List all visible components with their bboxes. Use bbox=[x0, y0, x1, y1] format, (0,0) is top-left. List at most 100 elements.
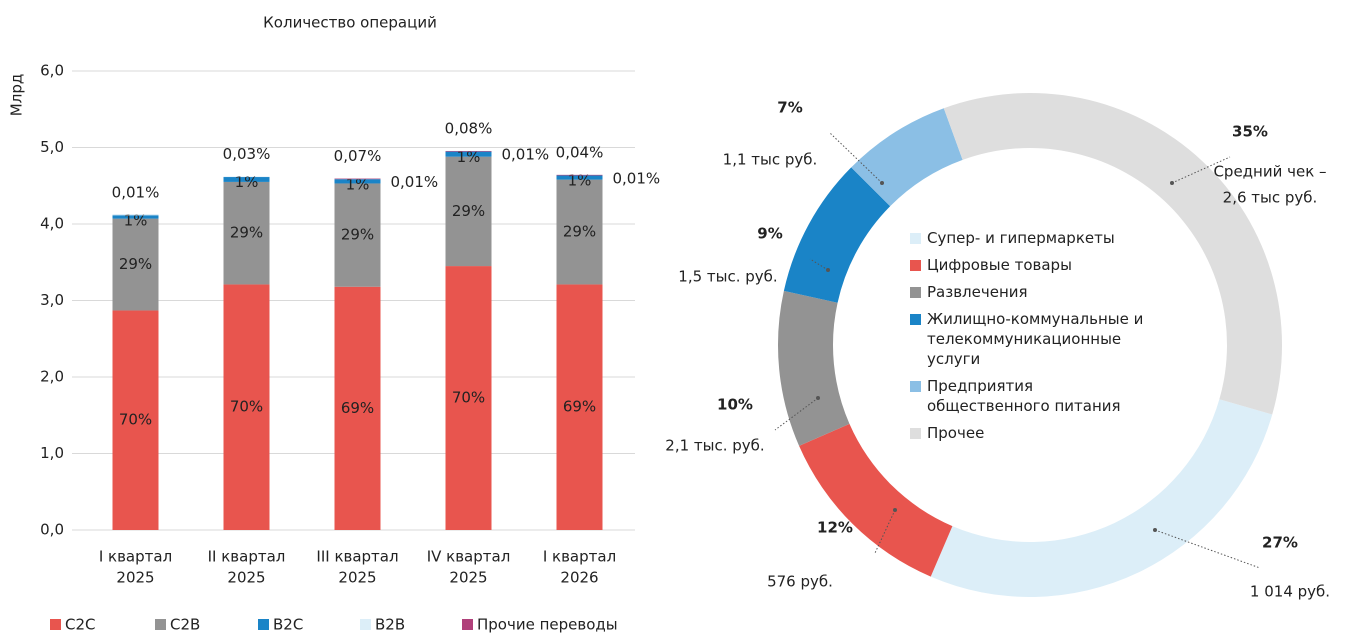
data-label: 70% bbox=[230, 398, 263, 416]
segment-note: 1,5 тыс. руб. bbox=[678, 268, 777, 286]
leader-dot bbox=[880, 181, 884, 185]
bar-segment bbox=[556, 174, 603, 176]
leader-line bbox=[1154, 529, 1261, 569]
x-tick-label: 2025 bbox=[338, 569, 376, 587]
x-tick-label: I квартал bbox=[99, 548, 172, 566]
legend-label: C2B bbox=[170, 616, 200, 634]
y-tick-label: 3,0 bbox=[40, 291, 64, 309]
bar-segment bbox=[334, 183, 381, 287]
legend-swatch bbox=[462, 619, 473, 630]
legend-swatch bbox=[50, 619, 61, 630]
bar-segment bbox=[112, 310, 159, 530]
legend-label: Супер- и гипермаркеты bbox=[927, 229, 1115, 247]
data-label: 0,04% bbox=[556, 143, 604, 161]
x-tick-label: IV квартал bbox=[427, 548, 511, 566]
data-label: 1% bbox=[568, 172, 592, 190]
x-tick-label: I квартал bbox=[543, 548, 616, 566]
data-label: 69% bbox=[341, 399, 374, 417]
segment-note: 1,1 тыс руб. bbox=[723, 151, 818, 169]
leader-dot bbox=[826, 268, 830, 272]
legend-label: Предприятия общественного питания bbox=[927, 377, 1121, 415]
data-label: 29% bbox=[563, 223, 596, 241]
donut-segment bbox=[783, 167, 891, 303]
segment-note: 2,1 тыс. руб. bbox=[665, 437, 764, 455]
segment-note: Средний чек – bbox=[1213, 163, 1326, 181]
bar-segment bbox=[334, 178, 381, 180]
data-label: 1% bbox=[346, 175, 370, 193]
data-label: 0,01% bbox=[112, 183, 160, 201]
donut-segment bbox=[943, 92, 1282, 415]
legend-label: Цифровые товары bbox=[927, 256, 1072, 274]
bar-segment bbox=[112, 214, 159, 219]
bar-segment bbox=[556, 175, 603, 180]
y-axis-label: Млрд bbox=[8, 74, 26, 116]
legend-item: Предприятия общественного питания bbox=[910, 376, 1145, 416]
donut-legend: Супер- и гипермаркеты Цифровые товары Разв… bbox=[910, 228, 1145, 450]
legend-label: C2C bbox=[65, 616, 96, 634]
legend-swatch bbox=[258, 619, 269, 630]
legend-swatch bbox=[910, 260, 921, 271]
legend-swatch bbox=[910, 381, 921, 392]
segment-note: 2,6 тыс руб. bbox=[1223, 189, 1318, 207]
segment-percent: 35% bbox=[1232, 123, 1268, 141]
data-label: 1% bbox=[235, 173, 259, 191]
segment-percent: 10% bbox=[717, 396, 753, 414]
leader-dot bbox=[1170, 181, 1174, 185]
legend-swatch bbox=[910, 287, 921, 298]
legend-swatch bbox=[910, 314, 921, 325]
data-label: 70% bbox=[452, 389, 485, 407]
bar-segment bbox=[223, 176, 270, 182]
legend-label: Жилищно-коммунальные и телекоммуникацион… bbox=[927, 310, 1144, 368]
bar-segment bbox=[112, 218, 159, 311]
bar-segment bbox=[334, 178, 381, 184]
data-label: 0,07% bbox=[334, 147, 382, 165]
x-tick-label: 2026 bbox=[560, 569, 598, 587]
bar-segment bbox=[223, 284, 270, 530]
data-label: 29% bbox=[230, 224, 263, 242]
leader-line bbox=[809, 258, 829, 271]
bar-segment bbox=[445, 156, 492, 267]
donut-segment bbox=[799, 423, 953, 577]
leader-line bbox=[1171, 156, 1231, 184]
bar-segment bbox=[445, 151, 492, 157]
data-label: 29% bbox=[452, 202, 485, 220]
chart-title: Количество операций bbox=[263, 14, 437, 32]
segment-note: 576 руб. bbox=[767, 573, 833, 591]
bar-segment bbox=[223, 181, 270, 285]
data-label: 0,01% bbox=[613, 169, 661, 187]
data-label: 0,01% bbox=[391, 173, 439, 191]
segment-percent: 7% bbox=[777, 99, 802, 117]
legend-label: Прочее bbox=[927, 424, 985, 442]
y-tick-label: 1,0 bbox=[40, 444, 64, 462]
legend-item: Развлечения bbox=[910, 282, 1145, 302]
x-tick-label: 2025 bbox=[449, 569, 487, 587]
data-label: 0,01% bbox=[502, 145, 550, 163]
legend-item: Цифровые товары bbox=[910, 255, 1145, 275]
x-tick-label: II квартал bbox=[208, 548, 286, 566]
x-tick-label: 2025 bbox=[116, 569, 154, 587]
data-label: 1% bbox=[124, 211, 148, 229]
data-label: 29% bbox=[341, 226, 374, 244]
legend-swatch bbox=[910, 428, 921, 439]
leader-dot bbox=[816, 396, 820, 400]
bar-segment bbox=[445, 266, 492, 530]
data-label: 70% bbox=[119, 411, 152, 429]
y-tick-label: 6,0 bbox=[40, 62, 64, 80]
legend-label: Развлечения bbox=[927, 283, 1028, 301]
data-label: 69% bbox=[563, 398, 596, 416]
legend-swatch bbox=[360, 619, 371, 630]
segment-note: 1 014 руб. bbox=[1250, 583, 1330, 601]
bar-segment bbox=[556, 284, 603, 530]
data-label: 0,08% bbox=[445, 120, 493, 138]
legend-item: Прочее bbox=[910, 423, 1145, 443]
leader-line bbox=[829, 132, 883, 184]
segment-percent: 12% bbox=[817, 519, 853, 537]
segment-percent: 9% bbox=[757, 225, 782, 243]
bar-segment bbox=[112, 214, 159, 216]
legend-item: Жилищно-коммунальные и телекоммуникацион… bbox=[910, 309, 1145, 369]
leader-line bbox=[874, 509, 896, 554]
y-tick-label: 0,0 bbox=[40, 521, 64, 539]
donut-segment bbox=[851, 108, 963, 207]
legend-swatch bbox=[155, 619, 166, 630]
